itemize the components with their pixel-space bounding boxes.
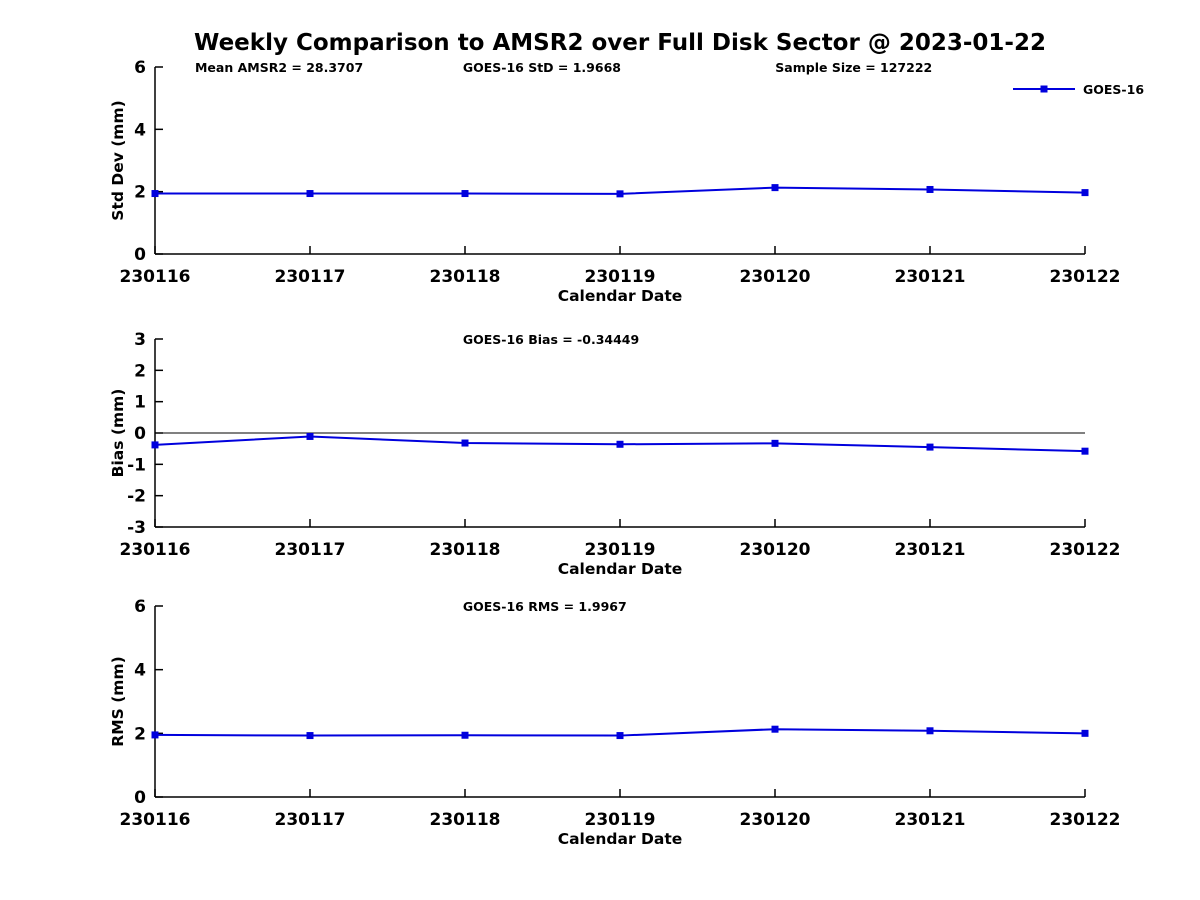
- y-axis-label: Bias (mm): [109, 389, 127, 478]
- y-tick-label: -3: [127, 518, 146, 538]
- y-tick-label: 0: [134, 788, 146, 808]
- data-point-marker: [616, 440, 624, 448]
- data-point-marker: [151, 190, 159, 198]
- chart-std-dev: 0 2 4 6 230116 230117 230118 230119 230120 230121…: [109, 58, 1120, 305]
- x-tick-label: 230120: [740, 810, 811, 830]
- x-axis-label: Calendar Date: [558, 830, 683, 848]
- data-point-marker: [926, 727, 934, 735]
- y-tick-label: 1: [134, 393, 146, 413]
- data-point-marker: [926, 185, 934, 193]
- data-point-marker: [306, 190, 314, 198]
- data-point-marker: [771, 439, 779, 447]
- y-tick-label: 3: [134, 330, 146, 350]
- x-tick-label: 230119: [585, 267, 656, 287]
- chart-rms: 0 2 4 6 230116 230117 230118 230119 230120 230121…: [109, 597, 1120, 848]
- y-tick-label: 4: [134, 120, 146, 140]
- stat-annotation: GOES-16 StD = 1.9668: [463, 60, 621, 75]
- data-point-marker: [151, 731, 159, 739]
- x-tick-label: 230119: [585, 540, 656, 560]
- x-tick-label: 230117: [275, 810, 346, 830]
- stat-annotation: Mean AMSR2 = 28.3707: [195, 60, 363, 75]
- x-tick-label: 230122: [1050, 267, 1121, 287]
- y-tick-label: 2: [134, 361, 146, 381]
- y-tick-label: 6: [134, 58, 146, 78]
- x-tick-label: 230118: [430, 540, 501, 560]
- y-tick-label: 0: [134, 245, 146, 265]
- y-tick-label: 6: [134, 597, 146, 617]
- x-tick-label: 230120: [740, 540, 811, 560]
- x-axis-label: Calendar Date: [558, 287, 683, 305]
- x-tick-label: 230117: [275, 267, 346, 287]
- legend-line-sample: [1013, 85, 1075, 93]
- data-point-marker: [616, 190, 624, 198]
- x-tick-label: 230121: [895, 810, 966, 830]
- data-point-marker: [306, 732, 314, 740]
- y-axis-label: RMS (mm): [109, 656, 127, 746]
- legend-square-marker-icon: [1040, 85, 1048, 93]
- stat-annotation: GOES-16 RMS = 1.9967: [463, 599, 627, 614]
- x-tick-label: 230119: [585, 810, 656, 830]
- data-point-marker: [151, 441, 159, 449]
- data-point-marker: [461, 190, 469, 198]
- y-axis-label: Std Dev (mm): [109, 100, 127, 220]
- x-tick-label: 230122: [1050, 540, 1121, 560]
- data-point-marker: [1081, 729, 1089, 737]
- legend-label: GOES-16: [1083, 81, 1145, 97]
- y-tick-label: 2: [134, 724, 146, 744]
- y-tick-label: -2: [127, 487, 146, 507]
- data-point-marker: [771, 184, 779, 192]
- stat-annotation: GOES-16 Bias = -0.34449: [463, 332, 639, 347]
- x-tick-label: 230121: [895, 540, 966, 560]
- chart-bias: -3 -2 -1 0 1 2 3 230116 230117 230118 230119 230120…: [109, 330, 1120, 578]
- x-tick-label: 230118: [430, 267, 501, 287]
- data-point-marker: [1081, 189, 1089, 197]
- x-tick-label: 230116: [120, 810, 191, 830]
- y-tick-label: -1: [127, 455, 146, 475]
- x-tick-label: 230116: [120, 540, 191, 560]
- data-point-marker: [461, 731, 469, 739]
- x-tick-label: 230122: [1050, 810, 1121, 830]
- y-tick-label: 4: [134, 661, 146, 681]
- data-point-marker: [461, 439, 469, 447]
- y-tick-label: 2: [134, 183, 146, 203]
- data-point-marker: [771, 725, 779, 733]
- data-point-marker: [926, 443, 934, 451]
- x-tick-label: 230117: [275, 540, 346, 560]
- stat-annotation: Sample Size = 127222: [775, 60, 932, 75]
- data-point-marker: [1081, 447, 1089, 455]
- y-tick-label: 0: [134, 424, 146, 444]
- x-tick-label: 230118: [430, 810, 501, 830]
- x-tick-label: 230121: [895, 267, 966, 287]
- x-axis-label: Calendar Date: [558, 560, 683, 578]
- page-title: Weekly Comparison to AMSR2 over Full Dis…: [194, 30, 1046, 56]
- x-tick-label: 230120: [740, 267, 811, 287]
- data-point-marker: [306, 432, 314, 440]
- legend: GOES-16: [1013, 81, 1145, 97]
- data-point-marker: [616, 732, 624, 740]
- x-tick-label: 230116: [120, 267, 191, 287]
